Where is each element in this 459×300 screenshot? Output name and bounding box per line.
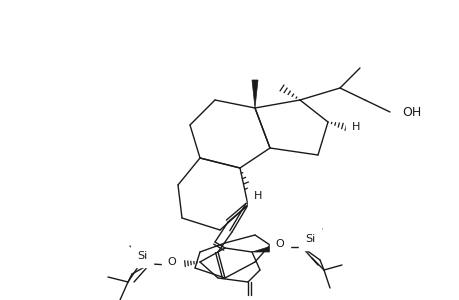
- Text: Si: Si: [137, 251, 147, 261]
- Text: OH: OH: [401, 106, 420, 118]
- Text: Si: Si: [304, 234, 314, 244]
- Text: O: O: [167, 257, 176, 267]
- Text: H: H: [253, 191, 262, 201]
- Polygon shape: [252, 80, 257, 108]
- Text: H: H: [351, 122, 359, 132]
- Polygon shape: [252, 246, 272, 252]
- Text: O: O: [275, 239, 284, 249]
